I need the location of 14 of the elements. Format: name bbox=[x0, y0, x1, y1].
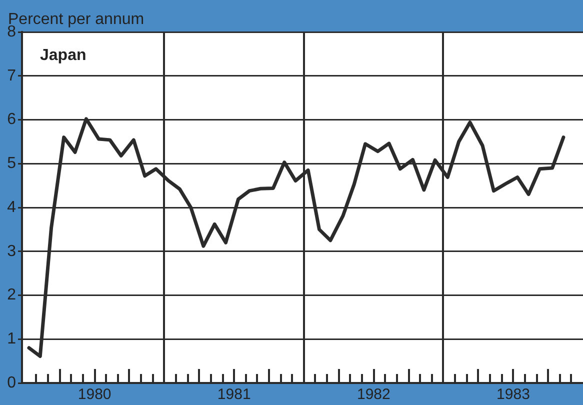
x-tick-label: 1982 bbox=[356, 386, 390, 404]
y-tick-label: 7 bbox=[7, 67, 16, 84]
y-tick-label: 4 bbox=[7, 198, 16, 216]
x-tick-label: 1983 bbox=[496, 386, 530, 404]
y-tick-label: 1 bbox=[7, 330, 16, 348]
y-tick-label: 6 bbox=[7, 111, 16, 128]
text: Japan bbox=[40, 47, 86, 64]
y-tick-label: 0 bbox=[7, 374, 16, 392]
y-tick-label: 5 bbox=[7, 155, 16, 172]
y-tick-label: 8 bbox=[7, 23, 16, 40]
x-tick-label: 1981 bbox=[217, 386, 251, 404]
y-tick-label: 3 bbox=[7, 242, 16, 260]
y-tick-label: 2 bbox=[7, 286, 16, 304]
x-tick-label: 1980 bbox=[78, 386, 112, 404]
